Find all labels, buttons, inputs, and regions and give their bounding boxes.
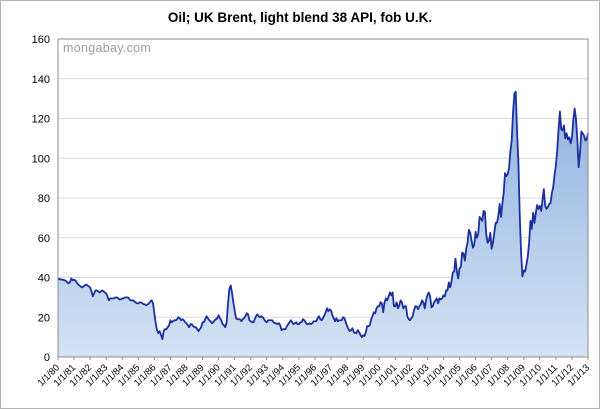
y-tick-label: 140 [32,74,50,86]
x-axis-labels: 1/1/801/1/811/1/821/1/831/1/841/1/851/1/… [36,357,592,389]
price-line [57,90,589,341]
y-tick-label: 0 [44,352,50,364]
y-axis-labels: 0 20 40 60 80 100 120 140 160 [32,34,50,364]
chart-title: Oil; UK Brent, light blend 38 API, fob U… [167,10,433,25]
y-tick-label: 40 [38,273,50,285]
watermark: mongabay.com [63,41,152,55]
y-tick-label: 20 [38,312,50,324]
y-tick-label: 60 [38,233,50,245]
y-tick-label: 160 [32,34,50,46]
y-tick-label: 120 [32,114,50,126]
plot-border [57,38,589,358]
y-tick-label: 80 [38,193,50,205]
price-area [58,91,588,358]
y-tick-label: 100 [32,153,50,165]
